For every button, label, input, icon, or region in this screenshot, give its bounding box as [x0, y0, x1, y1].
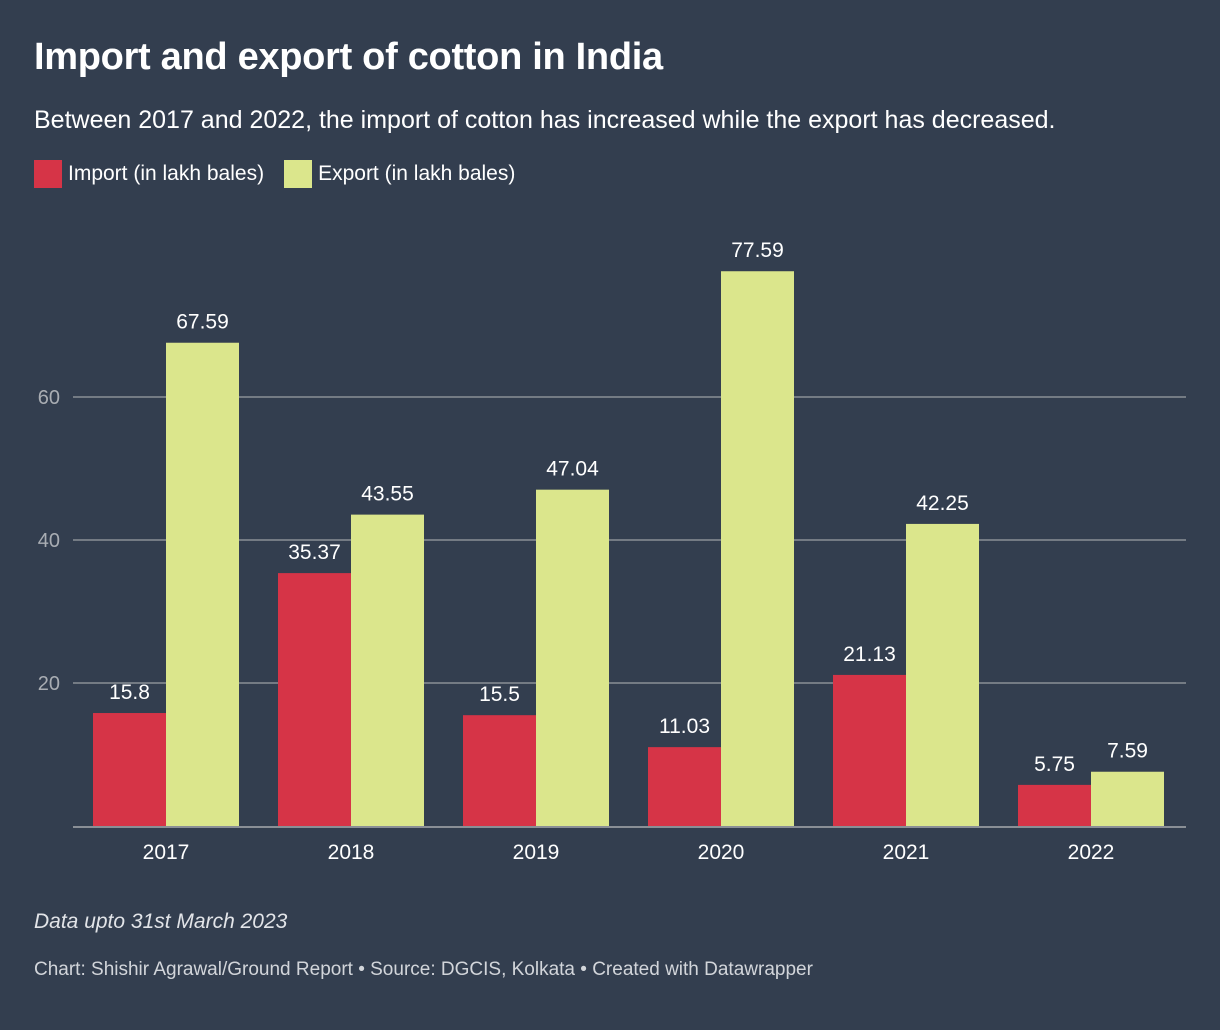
data-label-export-2017: 67.59: [176, 311, 229, 334]
legend-swatch-export: [284, 160, 313, 188]
bar-export-2018: [351, 514, 424, 826]
data-label-import-2021: 21.13: [843, 643, 896, 666]
x-axis-ticks: 2017 2018 2019 2020 2021 2022: [143, 841, 1115, 864]
bars: [93, 271, 1164, 826]
data-label-export-2021: 42.25: [916, 492, 969, 515]
bar-export-2020: [721, 271, 794, 826]
bar-export-2019: [536, 489, 609, 826]
y-tick-label: 60: [38, 387, 60, 409]
legend-item-export: Export (in lakh bales): [284, 160, 515, 188]
legend-label-import: Import (in lakh bales): [68, 162, 265, 185]
y-axis-ticks: 20 40 60: [38, 387, 60, 695]
bar-import-2021: [833, 674, 906, 826]
data-label-export-2019: 47.04: [546, 458, 599, 481]
data-label-export-2018: 43.55: [361, 483, 414, 506]
grid-lines: [73, 396, 1186, 828]
chart-subtitle: Between 2017 and 2022, the import of cot…: [34, 106, 1056, 134]
chart-title: Import and export of cotton in India: [34, 36, 663, 78]
bar-import-2019: [463, 715, 536, 826]
bar-export-2022: [1091, 771, 1164, 826]
bar-export-2021: [906, 523, 979, 826]
x-tick-label: 2018: [328, 841, 375, 864]
bar-import-2017: [93, 713, 166, 826]
bar-import-2020: [648, 747, 721, 826]
data-label-import-2020: 11.03: [659, 715, 710, 738]
bar-import-2022: [1018, 784, 1091, 826]
bar-import-2018: [278, 573, 351, 826]
chart-credits: Chart: Shishir Agrawal/Ground Report • S…: [34, 959, 813, 980]
data-label-import-2018: 35.37: [288, 541, 341, 564]
data-label-export-2022: 7.59: [1107, 740, 1148, 763]
x-tick-label: 2021: [883, 841, 930, 864]
legend-item-import: Import (in lakh bales): [34, 160, 264, 188]
data-label-import-2019: 15.5: [479, 683, 520, 706]
legend-label-export: Export (in lakh bales): [318, 162, 516, 185]
data-label-import-2017: 15.8: [109, 681, 150, 704]
data-label-export-2020: 77.59: [731, 239, 784, 262]
data-label-import-2022: 5.75: [1034, 753, 1075, 776]
x-tick-label: 2017: [143, 841, 190, 864]
x-tick-label: 2022: [1068, 841, 1115, 864]
data-labels: 15.8 67.59 35.37 43.55 15.5 47.04 11.03 77.59 21…: [109, 239, 1148, 776]
y-tick-label: 20: [38, 673, 60, 695]
legend-swatch-import: [34, 160, 62, 188]
x-tick-label: 2019: [513, 841, 560, 864]
bar-export-2017: [166, 342, 239, 826]
data-note: Data upto 31st March 2023: [34, 910, 288, 933]
legend: Import (in lakh bales) Export (in lakh b…: [34, 160, 535, 188]
x-tick-label: 2020: [698, 841, 745, 864]
y-tick-label: 40: [38, 530, 60, 552]
